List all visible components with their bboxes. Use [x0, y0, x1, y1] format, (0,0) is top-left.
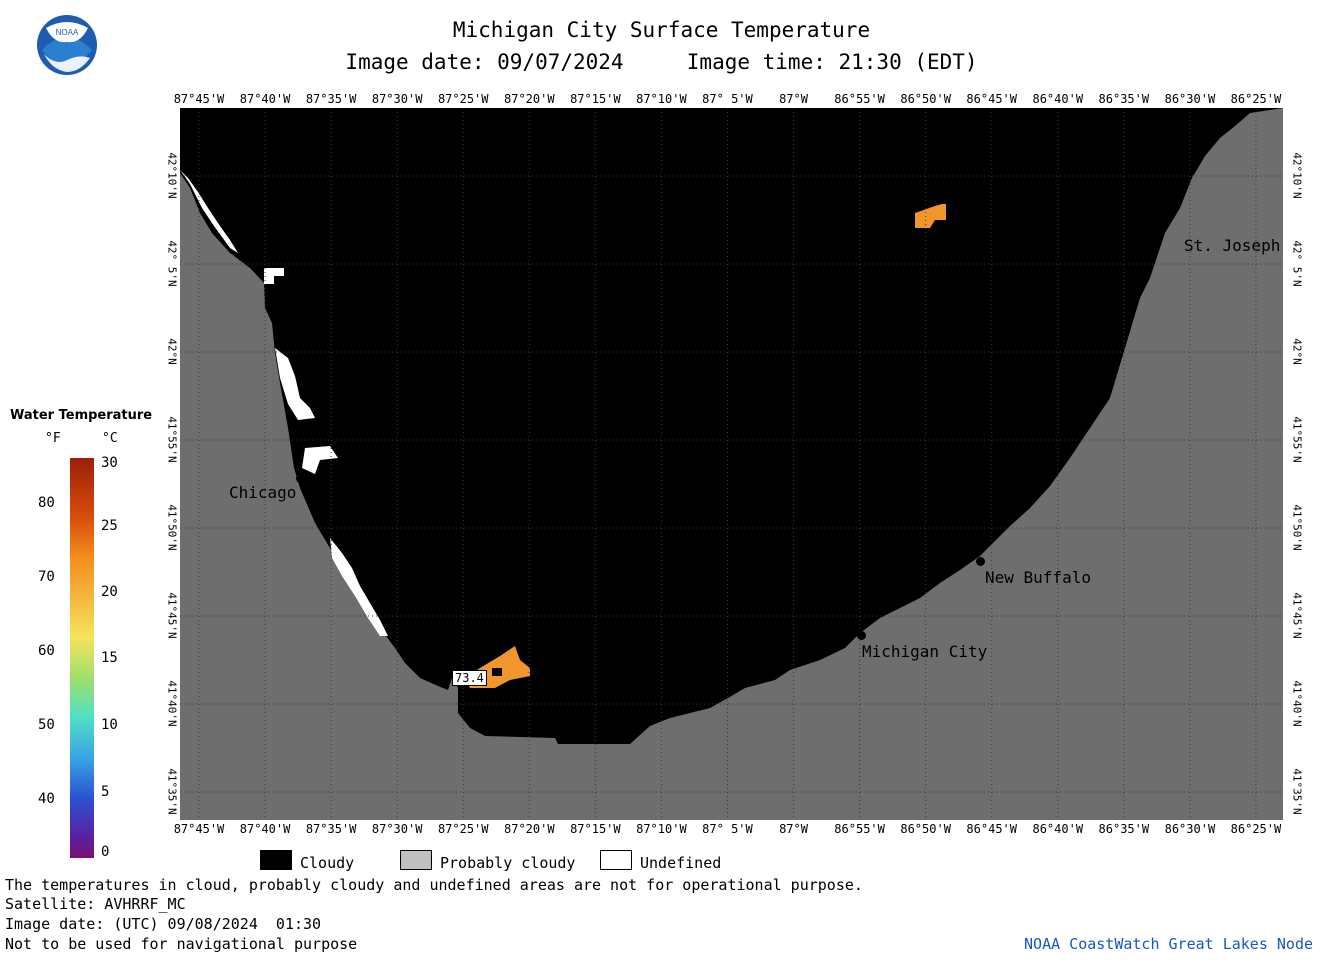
- land-west: [180, 108, 1283, 820]
- lat-label-left-5: 41°45'N: [165, 592, 179, 639]
- footer-satellite: Satellite: AVHRRF_MC: [5, 895, 186, 913]
- colorbar-c-tick-6: 0: [101, 844, 110, 860]
- lon-label-bot-13: 86°40'W: [1032, 822, 1084, 836]
- lon-label-top-12: 86°45'W: [966, 92, 1017, 106]
- lat-label-right-3: 41°55'N: [1290, 416, 1304, 463]
- temperature-map: [180, 108, 1283, 820]
- lon-label-bot-15: 86°30'W: [1164, 822, 1216, 836]
- lon-label-bot-14: 86°35'W: [1098, 822, 1150, 836]
- colorbar: [70, 458, 94, 858]
- lon-label-top-15: 86°30'W: [1164, 92, 1216, 106]
- lon-label-bot-2: 87°35'W: [305, 822, 357, 836]
- legend-swatch-cloudy: [260, 850, 292, 870]
- colorbar-f-tick-0: 80: [38, 495, 55, 511]
- cloud-pixel: [492, 668, 502, 676]
- noaa-logo-text: NOAA: [56, 28, 79, 37]
- lon-label-bot-1: 87°40'W: [239, 822, 291, 836]
- lat-label-left-0: 42°10'N: [165, 152, 179, 199]
- page-title: Michigan City Surface Temperature: [452, 18, 871, 42]
- map-grid: [180, 108, 1283, 820]
- lon-label-top-4: 87°25'W: [437, 92, 489, 106]
- lat-label-left-4: 41°50'N: [165, 504, 179, 551]
- lat-label-left-3: 41°55'N: [165, 416, 179, 463]
- lon-label-bot-16: 86°25'W: [1230, 822, 1282, 836]
- colorbar-unit-c: °C: [102, 431, 118, 446]
- lon-label-bot-3: 87°30'W: [371, 822, 423, 836]
- colorbar-f-tick-4: 40: [38, 791, 55, 807]
- colorbar-f-tick-3: 50: [38, 717, 55, 733]
- lon-label-top-0: 87°45'W: [173, 92, 225, 106]
- lon-label-top-13: 86°40'W: [1032, 92, 1084, 106]
- legend-label-cloudy: Cloudy: [300, 854, 355, 872]
- colorbar-unit-f: °F: [45, 431, 61, 446]
- lat-label-right-4: 41°50'N: [1290, 504, 1304, 551]
- legend: Cloudy Probably cloudy Undefined: [258, 850, 778, 874]
- lon-label-top-5: 87°20'W: [504, 92, 555, 106]
- lon-label-bot-11: 86°50'W: [900, 822, 951, 836]
- lat-label-right-0: 42°10'N: [1290, 152, 1304, 199]
- footer-disclaimer: The temperatures in cloud, probably clou…: [5, 876, 863, 894]
- lat-label-right-7: 41°35'N: [1290, 768, 1304, 815]
- city-label-chicago: Chicago: [229, 483, 297, 502]
- lon-label-bot-5: 87°20'W: [504, 822, 555, 836]
- colorbar-c-tick-0: 30: [101, 455, 118, 471]
- lon-label-top-11: 86°50'W: [900, 92, 951, 106]
- lat-label-left-7: 41°35'N: [165, 768, 179, 815]
- lon-label-bot-9: 87°W: [779, 822, 808, 836]
- legend-label-undefined: Undefined: [640, 854, 722, 872]
- lon-label-top-7: 87°10'W: [636, 92, 687, 106]
- lon-label-bot-12: 86°45'W: [966, 822, 1017, 836]
- lon-label-bot-4: 87°25'W: [437, 822, 489, 836]
- noaa-logo: NOAA: [36, 14, 98, 76]
- lat-label-left-2: 42°N: [165, 338, 179, 365]
- lon-label-bot-6: 87°15'W: [570, 822, 621, 836]
- colorbar-c-tick-1: 25: [101, 518, 118, 534]
- footer-image-date: Image date: (UTC) 09/08/2024 01:30: [5, 915, 322, 933]
- colorbar-f-tick-1: 70: [38, 569, 55, 585]
- page-subtitle: Image date: 09/07/2024 Image time: 21:30…: [345, 50, 978, 74]
- colorbar-c-tick-3: 15: [101, 650, 118, 666]
- legend-swatch-probably-cloudy: [400, 850, 432, 870]
- footer-credit-link[interactable]: NOAA CoastWatch Great Lakes Node: [1024, 935, 1313, 953]
- footer-navigation-warning: Not to be used for navigational purpose: [5, 935, 358, 953]
- lon-label-top-14: 86°35'W: [1098, 92, 1150, 106]
- lon-label-top-9: 87°W: [779, 92, 808, 106]
- colorbar-c-tick-5: 5: [101, 784, 110, 800]
- city-dot-new-buffalo: [976, 557, 985, 566]
- lon-label-top-16: 86°25'W: [1230, 92, 1282, 106]
- city-label-st-joseph: St. Joseph: [1184, 236, 1281, 255]
- lon-label-bot-8: 87° 5'W: [702, 822, 753, 836]
- temperature-value-label: 73.4: [452, 670, 487, 686]
- city-dot-chicago: [296, 474, 305, 483]
- legend-swatch-undefined: [600, 850, 632, 870]
- lon-label-bot-0: 87°45'W: [173, 822, 225, 836]
- colorbar-f-tick-2: 60: [38, 643, 55, 659]
- city-label-new-buffalo: New Buffalo: [985, 568, 1091, 587]
- colorbar-title: Water Temperature: [10, 408, 153, 423]
- lat-label-left-6: 41°40'N: [165, 680, 179, 727]
- lon-label-top-2: 87°35'W: [305, 92, 357, 106]
- lat-label-right-5: 41°45'N: [1290, 592, 1304, 639]
- legend-label-probably-cloudy: Probably cloudy: [440, 854, 576, 872]
- city-label-michigan-city: Michigan City: [862, 642, 988, 661]
- lon-label-top-8: 87° 5'W: [702, 92, 753, 106]
- lat-label-right-1: 42° 5'N: [1290, 240, 1304, 287]
- colorbar-c-tick-4: 10: [101, 717, 118, 733]
- colorbar-c-tick-2: 20: [101, 584, 118, 600]
- lon-label-bot-7: 87°10'W: [636, 822, 687, 836]
- lon-label-top-6: 87°15'W: [570, 92, 621, 106]
- lat-label-left-1: 42° 5'N: [165, 240, 179, 287]
- lat-label-right-6: 41°40'N: [1290, 680, 1304, 727]
- city-dot-michigan-city: [857, 631, 866, 640]
- lon-label-top-3: 87°30'W: [371, 92, 423, 106]
- lat-label-right-2: 42°N: [1290, 338, 1304, 365]
- lon-label-bot-10: 86°55'W: [834, 822, 885, 836]
- lon-label-top-1: 87°40'W: [239, 92, 291, 106]
- lon-label-top-10: 86°55'W: [834, 92, 885, 106]
- undefined-areas: [180, 170, 388, 636]
